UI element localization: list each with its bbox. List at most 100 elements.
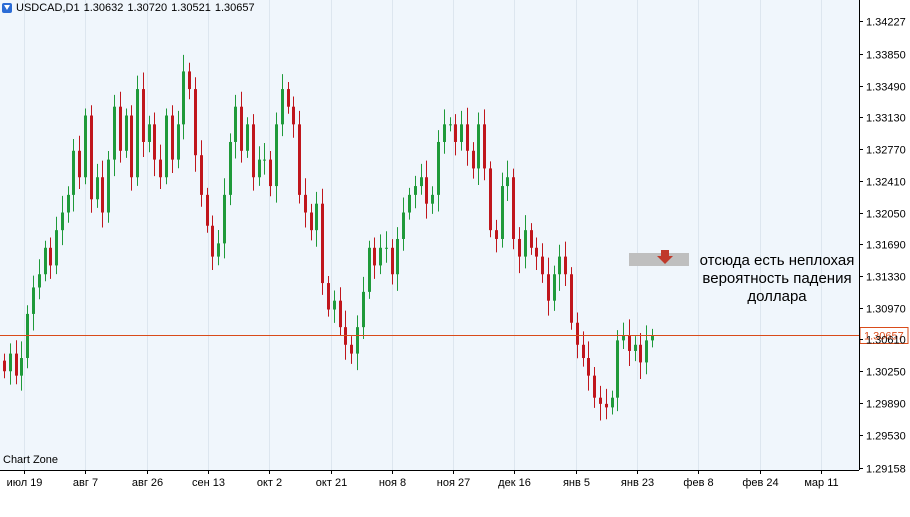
candle-body: [153, 124, 156, 160]
candle: [229, 133, 232, 206]
x-tick-label: июл 19: [7, 477, 43, 489]
candle: [142, 72, 145, 157]
candle: [234, 94, 237, 159]
candle-body: [616, 340, 619, 398]
candle-body: [483, 124, 486, 169]
candle: [165, 108, 168, 185]
candle-body: [252, 124, 255, 178]
candle: [321, 188, 324, 295]
candle-body: [281, 89, 284, 125]
candle-body: [321, 203, 324, 284]
candle: [9, 343, 12, 385]
candle: [188, 62, 191, 100]
candle: [396, 227, 399, 291]
candle: [639, 332, 642, 379]
candle-body: [605, 403, 608, 408]
y-tick-label: 1.33490: [866, 82, 906, 94]
candle: [391, 239, 394, 285]
candle-body: [165, 115, 168, 178]
candle: [258, 146, 261, 186]
candle-body: [576, 322, 579, 345]
y-tick-label: 1.32050: [866, 209, 906, 221]
candle: [177, 110, 180, 169]
candle: [362, 276, 365, 339]
candle-body: [408, 194, 411, 213]
candle-body: [495, 230, 498, 239]
candle: [454, 114, 457, 156]
candle-body: [564, 256, 567, 275]
candle: [287, 82, 290, 114]
candle-body: [460, 124, 463, 142]
close-value: 1.30657: [214, 2, 255, 14]
candle: [402, 197, 405, 251]
candle-body: [148, 124, 151, 142]
candle: [634, 336, 637, 362]
y-tick-label: 1.32770: [866, 145, 906, 157]
y-tick-label: 1.33130: [866, 113, 906, 125]
candle-body: [339, 300, 342, 328]
candle-body: [535, 247, 538, 257]
candle: [269, 150, 272, 197]
candle-body: [223, 194, 226, 244]
candle: [206, 187, 209, 233]
candle-body: [315, 203, 318, 231]
candle-body: [130, 115, 133, 178]
candle-body: [177, 124, 180, 160]
symbol-dropdown-icon[interactable]: [2, 3, 12, 13]
candle: [49, 237, 52, 279]
candle: [547, 257, 550, 316]
x-tick-label: фев 24: [742, 477, 778, 489]
candle-body: [524, 230, 527, 257]
x-tick-label: янв 5: [563, 477, 590, 489]
x-tick-label: окт 21: [316, 477, 347, 489]
candle-body: [298, 124, 301, 195]
candle-body: [327, 283, 330, 310]
candle: [518, 227, 521, 274]
candle: [223, 178, 226, 259]
candle-body: [159, 159, 162, 178]
y-tick-label: 1.33850: [866, 50, 906, 62]
candle: [611, 390, 614, 415]
candle: [153, 112, 156, 177]
candle-body: [217, 243, 220, 257]
candle: [78, 135, 81, 190]
candle-body: [119, 106, 122, 151]
candle: [90, 105, 93, 213]
candle-body: [142, 89, 145, 142]
candle-body: [362, 291, 365, 328]
candle-body: [206, 194, 209, 226]
candle-body: [587, 358, 590, 376]
symbol-label: USDCAD,D1: [16, 2, 80, 14]
candle-body: [287, 89, 290, 107]
candle-body: [512, 177, 515, 239]
candle: [483, 109, 486, 181]
candle: [420, 163, 423, 195]
candle: [582, 331, 585, 367]
candle: [61, 195, 64, 246]
candle-body: [385, 247, 388, 249]
candle: [136, 75, 139, 186]
annotation-marker: [629, 250, 689, 266]
candle: [477, 112, 480, 186]
candle: [466, 107, 469, 166]
candle: [67, 186, 70, 223]
candle-body: [547, 274, 550, 301]
candle: [298, 110, 301, 204]
candle: [148, 115, 151, 153]
candle: [315, 191, 318, 247]
candle: [159, 144, 162, 190]
candle: [472, 142, 475, 179]
candle-body: [44, 247, 47, 275]
candle-body: [356, 327, 359, 354]
current-price-label: 1.30657: [864, 331, 904, 343]
x-tick-label: янв 23: [621, 477, 654, 489]
candle-body: [78, 150, 81, 178]
candle: [327, 276, 330, 317]
x-tick-label: ноя 27: [437, 477, 470, 489]
candle-body: [645, 340, 648, 363]
candle-body: [9, 353, 12, 372]
candle-body: [136, 89, 139, 178]
candle-body: [269, 159, 272, 187]
candle: [605, 388, 608, 420]
